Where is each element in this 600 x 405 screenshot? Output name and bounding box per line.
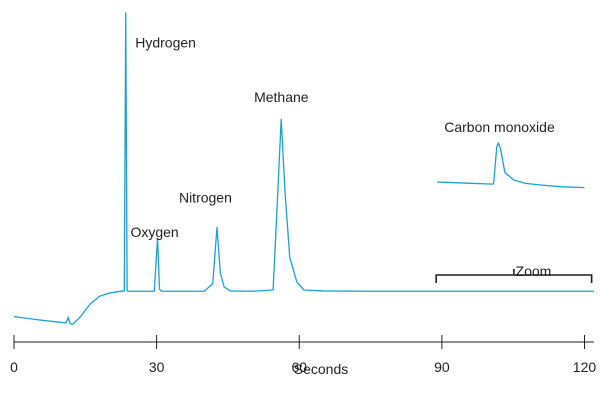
plot-area [13,12,594,326]
x-tick-label: 90 [434,359,450,375]
zoom-bracket [435,269,593,283]
peak-labels: Hydrogen Oxygen Nitrogen Methane Carbon mono… [130,34,554,278]
x-tick-label: 120 [573,359,597,375]
x-tick-label: 30 [149,359,165,375]
x-tick-label: 60 [291,359,307,375]
annotation-zoom: Zoom [516,263,552,279]
x-tick-label: 0 [10,359,18,375]
chromatogram-trace [13,12,594,326]
annotation-carbon-monoxide: Carbon monoxide [444,119,555,135]
annotation-hydrogen: Hydrogen [135,34,196,50]
x-axis: 0 30 60 90 120 [10,335,596,375]
zoom-inset-trace [437,142,585,189]
x-axis-label: Seconds [294,361,348,377]
annotation-nitrogen: Nitrogen [179,189,232,205]
annotation-methane: Methane [254,89,309,105]
annotation-oxygen: Oxygen [130,224,178,240]
